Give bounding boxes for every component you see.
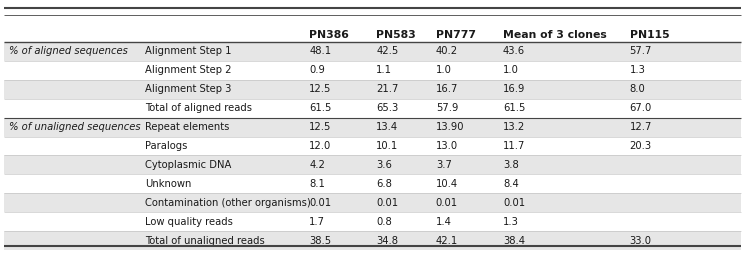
Text: 42.1: 42.1: [436, 236, 458, 246]
Text: 57.7: 57.7: [630, 46, 652, 56]
Text: 42.5: 42.5: [376, 46, 399, 56]
Text: 16.9: 16.9: [503, 84, 525, 94]
Text: Unknown: Unknown: [145, 179, 191, 189]
Text: 38.4: 38.4: [503, 236, 525, 246]
Text: 1.3: 1.3: [503, 217, 519, 227]
Text: 11.7: 11.7: [503, 141, 525, 151]
Text: 43.6: 43.6: [503, 46, 525, 56]
Bar: [4, 193, 741, 212]
Text: Paralogs: Paralogs: [145, 141, 188, 151]
Text: 38.5: 38.5: [309, 236, 332, 246]
Text: 12.0: 12.0: [309, 141, 332, 151]
Text: 20.3: 20.3: [630, 141, 652, 151]
Text: 8.4: 8.4: [503, 179, 519, 189]
Bar: [4, 42, 741, 61]
Text: PN386: PN386: [309, 30, 349, 40]
Text: Mean of 3 clones: Mean of 3 clones: [503, 30, 606, 40]
Text: Alignment Step 1: Alignment Step 1: [145, 46, 232, 56]
Text: 13.4: 13.4: [376, 122, 399, 132]
Text: 3.8: 3.8: [503, 160, 519, 170]
Text: 1.0: 1.0: [436, 65, 451, 75]
Text: 57.9: 57.9: [436, 103, 458, 113]
Text: 1.4: 1.4: [436, 217, 451, 227]
Text: Total of unaligned reads: Total of unaligned reads: [145, 236, 265, 246]
Text: 34.8: 34.8: [376, 236, 399, 246]
Text: Low quality reads: Low quality reads: [145, 217, 233, 227]
Text: Contamination (other organisms): Contamination (other organisms): [145, 198, 311, 208]
Text: % of unaligned sequences: % of unaligned sequences: [9, 122, 141, 132]
Text: 0.01: 0.01: [436, 198, 458, 208]
Text: 13.90: 13.90: [436, 122, 464, 132]
Text: 12.5: 12.5: [309, 84, 332, 94]
Text: % of aligned sequences: % of aligned sequences: [9, 46, 128, 56]
Text: 12.7: 12.7: [630, 122, 652, 132]
Text: Cytoplasmic DNA: Cytoplasmic DNA: [145, 160, 232, 170]
Text: PN115: PN115: [630, 30, 669, 40]
Text: Alignment Step 2: Alignment Step 2: [145, 65, 232, 75]
Bar: [4, 155, 741, 174]
Text: 48.1: 48.1: [309, 46, 332, 56]
Text: 8.0: 8.0: [630, 84, 645, 94]
Text: 40.2: 40.2: [436, 46, 458, 56]
Text: 12.5: 12.5: [309, 122, 332, 132]
Text: 67.0: 67.0: [630, 103, 652, 113]
Text: 33.0: 33.0: [630, 236, 652, 246]
Text: 16.7: 16.7: [436, 84, 458, 94]
Text: PN583: PN583: [376, 30, 416, 40]
Text: 4.2: 4.2: [309, 160, 325, 170]
Text: 10.4: 10.4: [436, 179, 458, 189]
Text: 61.5: 61.5: [503, 103, 525, 113]
Text: 1.3: 1.3: [630, 65, 645, 75]
Text: 61.5: 61.5: [309, 103, 332, 113]
Text: 0.8: 0.8: [376, 217, 392, 227]
Text: 10.1: 10.1: [376, 141, 399, 151]
Text: 3.7: 3.7: [436, 160, 451, 170]
Text: 0.01: 0.01: [503, 198, 525, 208]
Text: Repeat elements: Repeat elements: [145, 122, 229, 132]
Text: 3.6: 3.6: [376, 160, 392, 170]
Bar: [4, 80, 741, 99]
Bar: [4, 231, 741, 250]
Text: 6.8: 6.8: [376, 179, 392, 189]
Text: 8.1: 8.1: [309, 179, 325, 189]
Text: 13.2: 13.2: [503, 122, 525, 132]
Text: 1.7: 1.7: [309, 217, 325, 227]
Text: 1.1: 1.1: [376, 65, 392, 75]
Bar: [4, 118, 741, 137]
Text: PN777: PN777: [436, 30, 476, 40]
Text: 0.01: 0.01: [309, 198, 332, 208]
Text: 0.01: 0.01: [376, 198, 399, 208]
Text: Alignment Step 3: Alignment Step 3: [145, 84, 232, 94]
Text: 0.9: 0.9: [309, 65, 325, 75]
Text: 13.0: 13.0: [436, 141, 458, 151]
Text: 1.0: 1.0: [503, 65, 519, 75]
Text: Total of aligned reads: Total of aligned reads: [145, 103, 253, 113]
Text: 21.7: 21.7: [376, 84, 399, 94]
Text: 65.3: 65.3: [376, 103, 399, 113]
